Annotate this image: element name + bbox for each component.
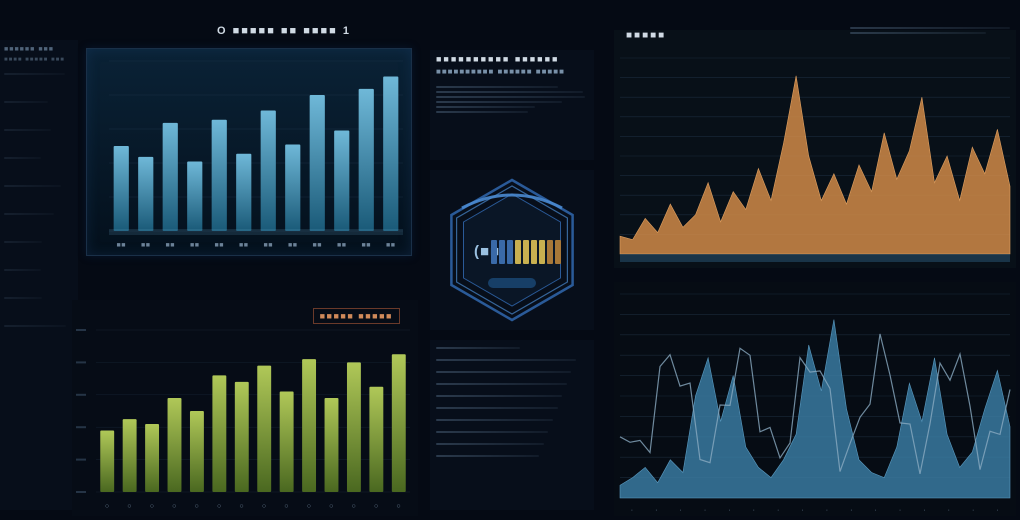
meta-line	[436, 431, 548, 433]
sidebar-row	[4, 129, 51, 131]
chart-top-right[interactable]	[614, 30, 1016, 268]
sidebar-row	[4, 241, 42, 243]
sidebar-sub: ■■■■ ■■■■■ ■■■	[4, 57, 74, 63]
center-top-block: ■■■■■■■■■■ ■■■■■■ ■■■■■■■■■■ ■■■■■■ ■■■■…	[430, 50, 594, 160]
meta-line	[436, 371, 571, 373]
meta-line	[436, 407, 558, 409]
header-line	[850, 27, 1010, 29]
sidebar-row	[4, 101, 48, 103]
svg-text:·: ·	[948, 507, 951, 514]
panel-top-left: O ■■■■■ ■■ ■■■■ 1 ■■■■■■■■■■■■■■■■■■■■■■…	[86, 48, 412, 256]
meta-line	[436, 86, 558, 88]
svg-text:■■: ■■	[386, 242, 395, 249]
sidebar-row	[4, 157, 41, 159]
panel-top-right: ■■■■■	[614, 30, 1016, 268]
svg-text:·: ·	[996, 507, 999, 514]
meta-line	[436, 106, 535, 108]
meta-line	[436, 443, 544, 445]
svg-text:■■: ■■	[337, 242, 346, 249]
svg-text:○: ○	[127, 503, 132, 510]
svg-text:○: ○	[105, 503, 110, 510]
center-bottom-block	[430, 340, 594, 510]
sidebar-row	[4, 325, 66, 327]
meta-line	[436, 383, 567, 385]
meta-line	[436, 111, 528, 113]
svg-text:○: ○	[352, 503, 357, 510]
svg-text:■■: ■■	[362, 242, 371, 249]
meta-line	[436, 359, 576, 361]
center-top-sub: ■■■■■■■■■■ ■■■■■■ ■■■■■	[436, 67, 588, 76]
meta-line	[436, 395, 562, 397]
svg-text:○: ○	[374, 503, 379, 510]
svg-text:○: ○	[284, 503, 289, 510]
svg-text:■■: ■■	[166, 242, 175, 249]
svg-text:·: ·	[704, 507, 707, 514]
sidebar-row	[4, 185, 61, 187]
center-top-title: ■■■■■■■■■■ ■■■■■■	[436, 54, 588, 64]
sidebar-row	[4, 213, 54, 215]
svg-text:■■: ■■	[190, 242, 199, 249]
svg-text:○: ○	[150, 503, 155, 510]
meta-line	[436, 455, 539, 457]
panel-bottom-left: ■■■■■ ■■■■■ ○ ○ ○ ○ ○ ○ ○ ○ ○ ○ ○ ○ ○ ○	[72, 300, 418, 516]
svg-text:·: ·	[655, 507, 658, 514]
dashboard-root: ■■■■■■ ■■■ ■■■■ ■■■■■ ■■■ O ■■■■■ ■■ ■■■…	[0, 0, 1020, 520]
svg-text:·: ·	[777, 507, 780, 514]
sidebar-row	[4, 73, 65, 75]
svg-text:·: ·	[728, 507, 731, 514]
svg-text:○: ○	[329, 503, 334, 510]
meta-line	[436, 419, 553, 421]
center-gauge[interactable]: (■■	[430, 170, 594, 330]
panel-top-right-title: ■■■■■	[626, 30, 666, 41]
panel-top-left-title: O ■■■■■ ■■ ■■■■ 1	[217, 25, 351, 37]
svg-text:○: ○	[396, 503, 401, 510]
svg-text:·: ·	[923, 507, 926, 514]
svg-text:○: ○	[262, 503, 267, 510]
svg-text:■■: ■■	[288, 242, 297, 249]
chart-top-left[interactable]: ■■ ■■ ■■ ■■ ■■ ■■ ■■ ■■ ■■ ■■ ■■ ■■	[87, 49, 413, 257]
svg-text:■■: ■■	[264, 242, 273, 249]
sidebar-heading: ■■■■■■ ■■■	[4, 46, 74, 53]
svg-text:■■: ■■	[313, 242, 322, 249]
svg-text:■■: ■■	[141, 242, 150, 249]
meta-line	[436, 91, 583, 93]
chart-bottom-left[interactable]: ○ ○ ○ ○ ○ ○ ○ ○ ○ ○ ○ ○ ○ ○	[72, 300, 418, 516]
meta-line	[436, 96, 585, 98]
svg-text:·: ·	[850, 507, 853, 514]
meta-line	[436, 347, 520, 349]
svg-text:■■: ■■	[239, 242, 248, 249]
svg-text:·: ·	[631, 507, 634, 514]
svg-text:·: ·	[801, 507, 804, 514]
sidebar-row	[4, 269, 41, 271]
svg-text:○: ○	[239, 503, 244, 510]
svg-text:·: ·	[826, 507, 829, 514]
svg-text:○: ○	[217, 503, 222, 510]
sidebar-row	[4, 297, 42, 299]
svg-text:·: ·	[899, 507, 902, 514]
panel-bottom-right: · · · · · · · · · · · · · · · ·	[614, 282, 1016, 516]
svg-text:■■: ■■	[215, 242, 224, 249]
svg-text:·: ·	[972, 507, 975, 514]
svg-text:○: ○	[172, 503, 177, 510]
gauge-svg: (■■	[430, 170, 594, 330]
svg-text:·: ·	[680, 507, 683, 514]
meta-line	[436, 101, 562, 103]
panel-bottom-left-badge: ■■■■■ ■■■■■	[313, 308, 400, 324]
svg-text:○: ○	[307, 503, 312, 510]
svg-text:○: ○	[195, 503, 200, 510]
header-line	[850, 32, 986, 34]
svg-text:·: ·	[875, 507, 878, 514]
chart-bottom-right[interactable]: · · · · · · · · · · · · · · · ·	[614, 282, 1016, 516]
svg-text:■■: ■■	[117, 242, 126, 249]
left-sidebar: ■■■■■■ ■■■ ■■■■ ■■■■■ ■■■	[0, 40, 78, 510]
svg-text:·: ·	[753, 507, 756, 514]
